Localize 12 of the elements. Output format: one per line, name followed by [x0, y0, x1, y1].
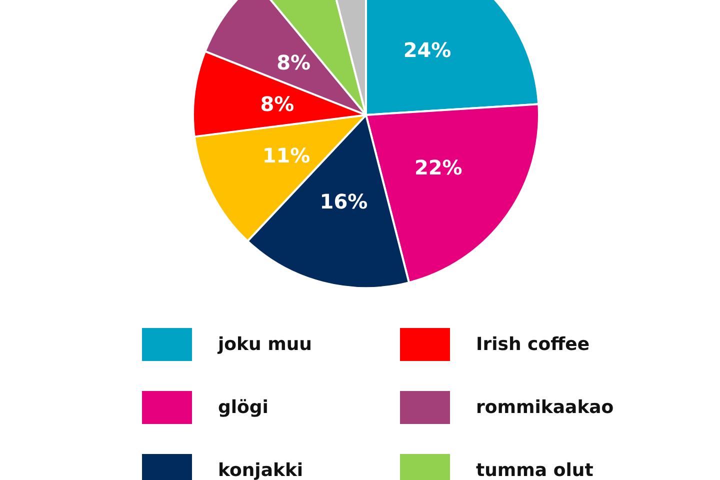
data-label: 11%: [262, 144, 310, 168]
legend-label: joku muu: [218, 334, 312, 355]
data-label: 24%: [403, 38, 452, 62]
data-label: 8%: [276, 50, 311, 74]
data-label: 16%: [320, 190, 368, 214]
data-label: 8%: [260, 92, 294, 116]
legend-label: tumma olut: [476, 460, 594, 480]
data-label: 22%: [414, 156, 462, 180]
legend-label: glögi: [218, 397, 268, 418]
legend-label: konjakki: [218, 460, 304, 480]
legend-label: rommikaakao: [476, 397, 614, 418]
legend-label: Irish coffee: [476, 334, 590, 355]
